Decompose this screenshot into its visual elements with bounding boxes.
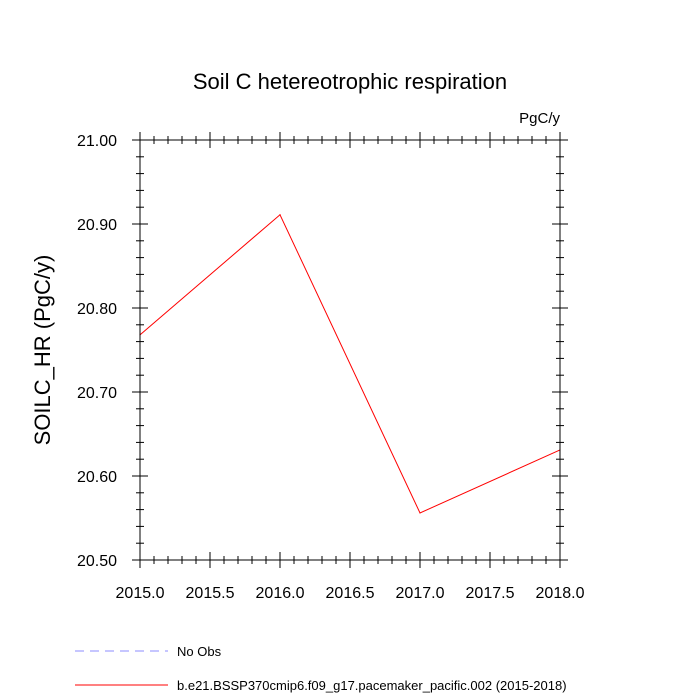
- data-point: [279, 214, 281, 216]
- x-tick-label: 2015.5: [186, 585, 235, 602]
- legend: No Obs b.e21.BSSP370cmip6.f09_g17.pacema…: [75, 644, 567, 693]
- major-ticks: [132, 132, 568, 568]
- series-line: [139, 213, 561, 514]
- x-tick-label: 2017.0: [396, 585, 445, 602]
- y-tick-label: 20.60: [77, 469, 117, 486]
- data-point: [419, 512, 421, 514]
- legend-label-model: b.e21.BSSP370cmip6.f09_g17.pacemaker_pac…: [177, 678, 567, 693]
- chart-title: Soil C hetereotrophic respiration: [193, 69, 507, 94]
- x-tick-label: 2015.0: [116, 585, 165, 602]
- y-tick-labels: 20.50 20.60 20.70 20.80 20.90 21.00: [77, 133, 117, 570]
- x-tick-labels: 2015.0 2015.5 2016.0 2016.5 2017.0 2017.5 2018…: [116, 585, 585, 602]
- x-tick-label: 2017.5: [466, 585, 515, 602]
- y-tick-label: 21.00: [77, 133, 117, 150]
- plot-frame: [139, 139, 561, 561]
- y-tick-label: 20.90: [77, 217, 117, 234]
- y-tick-label: 20.80: [77, 301, 117, 318]
- y-axis-label: SOILC_HR (PgC/y): [30, 255, 55, 446]
- minor-ticks: [136, 136, 564, 564]
- series-layer: [139, 213, 561, 514]
- x-tick-label: 2016.0: [256, 585, 305, 602]
- y-tick-label: 20.70: [77, 385, 117, 402]
- x-tick-label: 2016.5: [326, 585, 375, 602]
- y-tick-label: 20.50: [77, 553, 117, 570]
- units-label: PgC/y: [519, 110, 560, 127]
- x-tick-label: 2018.0: [536, 585, 585, 602]
- legend-label-no-obs: No Obs: [177, 644, 222, 659]
